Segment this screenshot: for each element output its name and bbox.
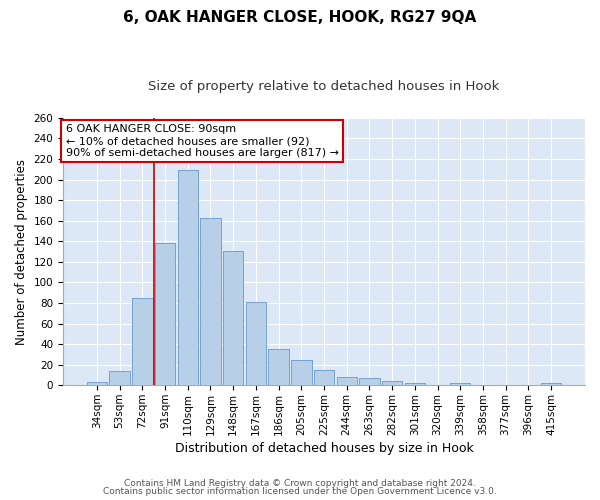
- Bar: [404, 383, 425, 386]
- Bar: [291, 360, 311, 386]
- Bar: [223, 250, 244, 386]
- Bar: [87, 382, 107, 386]
- Bar: [245, 302, 266, 386]
- Bar: [450, 383, 470, 386]
- Text: 6 OAK HANGER CLOSE: 90sqm
← 10% of detached houses are smaller (92)
90% of semi-: 6 OAK HANGER CLOSE: 90sqm ← 10% of detac…: [65, 124, 338, 158]
- Bar: [382, 381, 403, 386]
- Y-axis label: Number of detached properties: Number of detached properties: [15, 158, 28, 344]
- Bar: [155, 244, 175, 386]
- Bar: [200, 218, 221, 386]
- Bar: [109, 371, 130, 386]
- Text: 6, OAK HANGER CLOSE, HOOK, RG27 9QA: 6, OAK HANGER CLOSE, HOOK, RG27 9QA: [124, 10, 476, 25]
- X-axis label: Distribution of detached houses by size in Hook: Distribution of detached houses by size …: [175, 442, 473, 455]
- Bar: [359, 378, 380, 386]
- Bar: [314, 370, 334, 386]
- Bar: [541, 383, 561, 386]
- Text: Contains public sector information licensed under the Open Government Licence v3: Contains public sector information licen…: [103, 487, 497, 496]
- Bar: [132, 298, 152, 386]
- Bar: [268, 350, 289, 386]
- Bar: [178, 170, 198, 386]
- Text: Contains HM Land Registry data © Crown copyright and database right 2024.: Contains HM Land Registry data © Crown c…: [124, 478, 476, 488]
- Bar: [337, 377, 357, 386]
- Title: Size of property relative to detached houses in Hook: Size of property relative to detached ho…: [148, 80, 500, 93]
